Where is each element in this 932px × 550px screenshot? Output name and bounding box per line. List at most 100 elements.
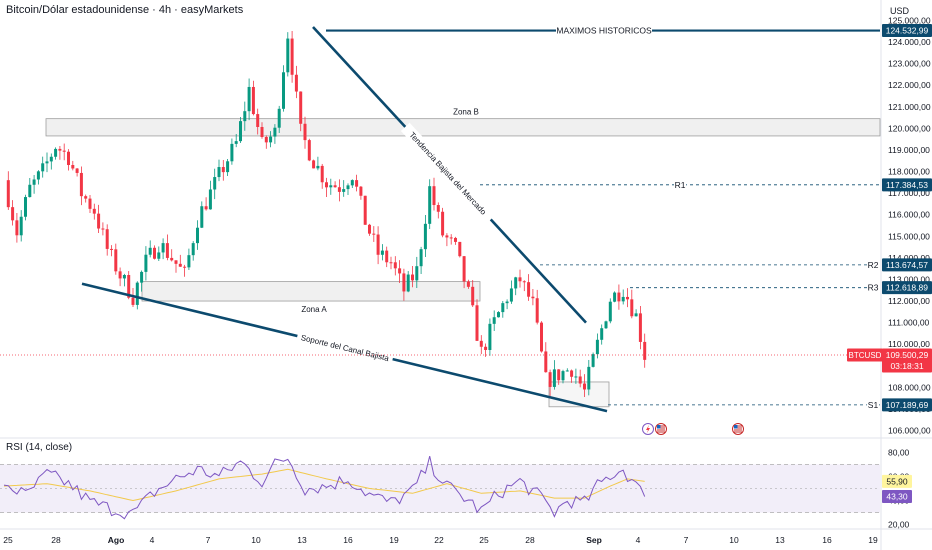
candle[interactable] bbox=[337, 179, 341, 202]
candle[interactable] bbox=[505, 299, 509, 310]
candle[interactable] bbox=[269, 131, 273, 148]
candle[interactable] bbox=[479, 335, 483, 355]
candle[interactable] bbox=[183, 264, 187, 277]
candle[interactable] bbox=[402, 268, 406, 301]
candle[interactable] bbox=[165, 234, 169, 261]
candle[interactable] bbox=[290, 31, 294, 83]
candle[interactable] bbox=[11, 200, 15, 226]
candle[interactable] bbox=[191, 241, 195, 261]
candle[interactable] bbox=[531, 289, 535, 306]
candle[interactable] bbox=[398, 260, 402, 284]
candle[interactable] bbox=[613, 291, 617, 303]
candle[interactable] bbox=[243, 101, 247, 131]
candle[interactable] bbox=[415, 256, 419, 288]
candle[interactable] bbox=[256, 108, 260, 135]
lightning-event-icon[interactable] bbox=[642, 423, 654, 435]
candle[interactable] bbox=[376, 226, 380, 265]
symbol-badge[interactable] bbox=[847, 348, 883, 362]
candle[interactable] bbox=[41, 156, 45, 178]
candle[interactable] bbox=[170, 249, 174, 262]
candle[interactable] bbox=[552, 360, 556, 390]
candle[interactable] bbox=[15, 213, 19, 243]
candle[interactable] bbox=[325, 177, 328, 197]
candle[interactable] bbox=[557, 369, 561, 385]
candle[interactable] bbox=[204, 197, 208, 211]
currency-label[interactable]: USD bbox=[890, 6, 910, 16]
candle[interactable] bbox=[385, 246, 389, 268]
candle[interactable] bbox=[196, 220, 199, 250]
candle[interactable] bbox=[45, 152, 49, 173]
candle[interactable] bbox=[634, 309, 638, 317]
candle[interactable] bbox=[316, 156, 320, 171]
candle[interactable] bbox=[608, 298, 612, 324]
candle[interactable] bbox=[423, 214, 427, 257]
candle[interactable] bbox=[484, 343, 488, 357]
candle[interactable] bbox=[406, 271, 410, 293]
candle[interactable] bbox=[320, 163, 324, 189]
candle[interactable] bbox=[574, 368, 578, 384]
candle[interactable] bbox=[595, 333, 599, 359]
candle[interactable] bbox=[363, 195, 367, 225]
candle[interactable] bbox=[277, 105, 281, 133]
candle[interactable] bbox=[110, 245, 113, 257]
candle[interactable] bbox=[71, 160, 75, 171]
candle[interactable] bbox=[299, 91, 303, 132]
candle[interactable] bbox=[518, 269, 522, 288]
candle[interactable] bbox=[393, 256, 397, 276]
candle[interactable] bbox=[217, 159, 221, 182]
candle[interactable] bbox=[565, 368, 569, 372]
candle[interactable] bbox=[294, 65, 298, 99]
candle[interactable] bbox=[88, 195, 92, 213]
candle[interactable] bbox=[234, 133, 238, 148]
candle[interactable] bbox=[140, 270, 144, 292]
candle[interactable] bbox=[617, 284, 621, 310]
candle[interactable] bbox=[286, 32, 290, 77]
candle[interactable] bbox=[213, 168, 217, 200]
candle[interactable] bbox=[454, 236, 457, 245]
candle[interactable] bbox=[144, 246, 148, 281]
candle[interactable] bbox=[540, 321, 543, 353]
candle[interactable] bbox=[226, 159, 230, 177]
candle[interactable] bbox=[28, 177, 32, 198]
candle[interactable] bbox=[101, 222, 105, 236]
candle[interactable] bbox=[621, 289, 625, 305]
candle[interactable] bbox=[346, 183, 350, 195]
candle[interactable] bbox=[561, 369, 565, 384]
candle[interactable] bbox=[6, 171, 10, 210]
consolidation-box[interactable] bbox=[548, 381, 610, 408]
candle[interactable] bbox=[471, 280, 475, 307]
candle[interactable] bbox=[462, 255, 466, 289]
candle[interactable] bbox=[432, 177, 436, 211]
candle[interactable] bbox=[247, 78, 251, 121]
candle[interactable] bbox=[131, 288, 135, 308]
candle[interactable] bbox=[441, 207, 445, 238]
candle[interactable] bbox=[157, 246, 161, 261]
candle[interactable] bbox=[230, 138, 234, 165]
candle[interactable] bbox=[591, 352, 595, 368]
candle[interactable] bbox=[449, 234, 453, 245]
candle[interactable] bbox=[527, 274, 531, 301]
candle[interactable] bbox=[333, 181, 337, 188]
candle[interactable] bbox=[419, 246, 423, 274]
candle[interactable] bbox=[208, 180, 212, 210]
candle[interactable] bbox=[535, 289, 539, 325]
candle[interactable] bbox=[445, 233, 449, 247]
us-flag-event-icon[interactable] bbox=[655, 423, 667, 435]
candle[interactable] bbox=[79, 166, 83, 206]
candle[interactable] bbox=[359, 185, 363, 200]
candle[interactable] bbox=[514, 276, 518, 296]
candle[interactable] bbox=[178, 254, 182, 267]
candle[interactable] bbox=[583, 374, 586, 397]
candle[interactable] bbox=[570, 369, 574, 383]
candle[interactable] bbox=[350, 179, 354, 189]
candle[interactable] bbox=[58, 146, 62, 160]
candle[interactable] bbox=[428, 179, 432, 230]
candle[interactable] bbox=[389, 256, 393, 270]
candle[interactable] bbox=[355, 174, 359, 192]
candle[interactable] bbox=[122, 273, 126, 287]
candle[interactable] bbox=[303, 116, 307, 149]
candle[interactable] bbox=[221, 159, 225, 181]
candle[interactable] bbox=[24, 194, 27, 221]
candle[interactable] bbox=[92, 203, 96, 220]
